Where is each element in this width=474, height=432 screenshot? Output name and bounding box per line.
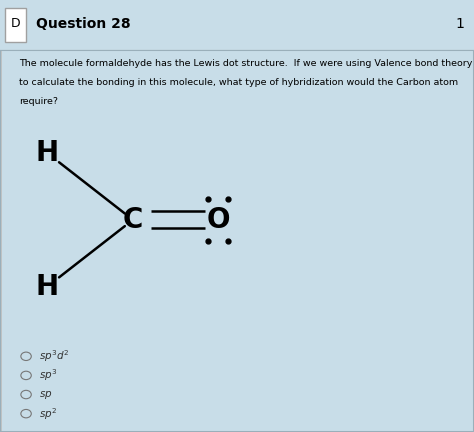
Text: to calculate the bonding in this molecule, what type of hybridization would the : to calculate the bonding in this molecul… — [19, 78, 458, 87]
FancyBboxPatch shape — [5, 9, 26, 42]
Text: C: C — [123, 206, 143, 234]
Text: O: O — [206, 206, 230, 234]
Text: $sp$: $sp$ — [39, 388, 53, 400]
Text: $sp^3d^2$: $sp^3d^2$ — [39, 348, 70, 364]
Text: require?: require? — [19, 98, 58, 106]
Text: Question 28: Question 28 — [36, 17, 130, 31]
Text: $sp^3$: $sp^3$ — [39, 368, 58, 383]
Text: H: H — [36, 273, 59, 301]
Text: $sp^2$: $sp^2$ — [39, 406, 58, 422]
Text: The molecule formaldehyde has the Lewis dot structure.  If we were using Valence: The molecule formaldehyde has the Lewis … — [19, 59, 472, 68]
Text: 1: 1 — [455, 17, 464, 31]
Text: H: H — [36, 139, 59, 167]
Text: D: D — [11, 17, 20, 30]
